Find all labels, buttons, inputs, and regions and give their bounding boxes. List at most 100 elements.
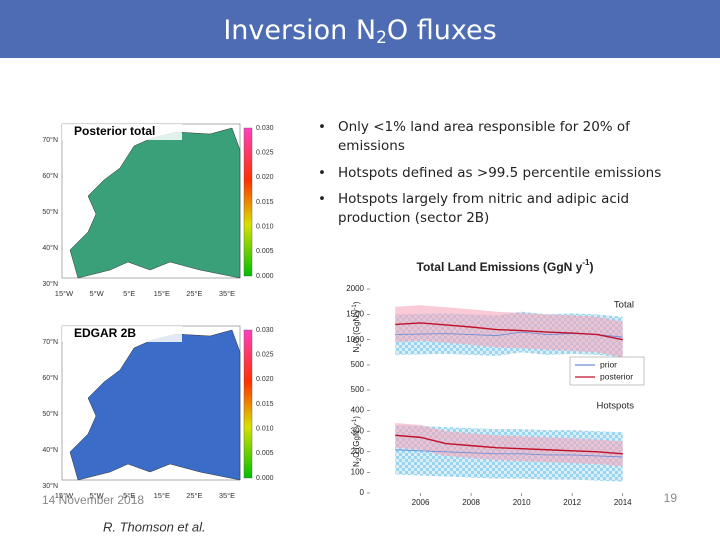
- series-line: [395, 449, 623, 458]
- x-tick-label: 2014: [614, 498, 632, 507]
- legend-label: prior: [600, 359, 617, 369]
- page-number: 19: [664, 491, 678, 505]
- latitude-label: 70°N: [42, 136, 58, 144]
- map-label: EDGAR 2B: [74, 326, 136, 340]
- chart-title-superscript: -1: [582, 258, 590, 267]
- chart-title-part: ): [589, 260, 593, 274]
- header-bar: [0, 0, 720, 58]
- title-subscript: 2: [376, 28, 387, 48]
- map-label: Posterior total: [74, 124, 155, 138]
- longitude-label: 5°E: [123, 289, 135, 298]
- series-line: [395, 434, 623, 455]
- y-axis-label-part: N: [352, 346, 361, 352]
- title-part: O fluxes: [387, 15, 497, 46]
- colorbar-tick-label: 0.010: [256, 426, 274, 433]
- colorbar-tick-label: 0.020: [256, 376, 274, 383]
- y-tick-label: 500: [351, 385, 365, 394]
- y-axis-label: N2O (GgN y-1): [352, 416, 363, 467]
- latitude-label: 50°N: [42, 208, 58, 216]
- map-panel: Posterior total 0.030 0.025 0.020 0.015 0.010…: [42, 123, 274, 298]
- uncertainty-band: [395, 422, 623, 467]
- y-axis-label-part: -1: [352, 304, 358, 310]
- y-tick-label: 1000: [346, 335, 364, 344]
- bullet-dot: •: [318, 119, 326, 135]
- y-tick-label: 0: [360, 488, 365, 497]
- y-tick-label: 2000: [346, 284, 364, 293]
- title-part: Inversion N: [223, 15, 376, 46]
- colorbar-tick-label: 0.025: [256, 352, 274, 359]
- longitude-label: 15°W: [55, 491, 74, 500]
- bullet: • Hotspots largely from nitric and adipic…: [318, 190, 688, 228]
- map-label-box: [62, 326, 182, 342]
- latitude-label: 60°N: [42, 172, 58, 180]
- colorbar-tick-label: 0.010: [256, 224, 274, 231]
- y-axis-label-part: 2: [357, 457, 363, 461]
- y-tick-label: 300: [351, 426, 365, 435]
- series-line: [395, 322, 623, 341]
- y-axis-label-part: 2: [357, 343, 363, 347]
- chart-title: Total Land Emissions (GgN y-1): [417, 258, 594, 274]
- legend-label: posterior: [600, 371, 633, 381]
- map-label-box: [62, 124, 182, 140]
- longitude-label: 15°E: [154, 491, 170, 500]
- latitude-label: 40°N: [42, 244, 58, 252]
- y-axis-label-part: ): [352, 301, 361, 304]
- y-tick-label: 1500: [346, 309, 364, 318]
- longitude-label: 35°E: [219, 289, 235, 298]
- map-panel: EDGAR 2B 0.030 0.025 0.020 0.015 0.010 0.005 0.…: [42, 325, 274, 500]
- colorbar: [243, 329, 253, 479]
- latitude-label: 30°N: [42, 280, 58, 288]
- y-tick-label: 400: [351, 406, 365, 415]
- longitude-label: 25°E: [186, 289, 202, 298]
- y-axis-label: N2O (GgN y-1): [352, 301, 363, 352]
- legend-box: [569, 356, 645, 386]
- panel-label: Total: [614, 300, 634, 311]
- colorbar-tick-label: 0.005: [256, 248, 274, 255]
- bullet-dot: •: [318, 191, 326, 207]
- x-tick-label: 2006: [412, 498, 430, 507]
- latitude-label: 50°N: [42, 410, 58, 418]
- y-axis-label-part: ): [352, 416, 361, 419]
- colorbar-tick-label: 0.020: [256, 174, 274, 181]
- longitude-label: 35°E: [219, 491, 235, 500]
- footer-date: 14 November 2018: [42, 493, 144, 507]
- bullet-text: Hotspots defined as >99.5 percentile emi…: [338, 165, 662, 181]
- panel-label: Hotspots: [597, 401, 635, 412]
- colorbar-tick-label: 0.015: [256, 401, 274, 408]
- latitude-label: 60°N: [42, 374, 58, 382]
- longitude-label: 5°E: [123, 491, 135, 500]
- y-tick-label: 200: [351, 447, 365, 456]
- longitude-label: 5°W: [89, 289, 104, 298]
- colorbar-tick-label: 0.025: [256, 150, 274, 157]
- y-axis-label-part: O (GgN y: [352, 310, 361, 344]
- colorbar-tick-label: 0.015: [256, 199, 274, 206]
- bullet-dot: •: [318, 165, 326, 181]
- colorbar: [243, 127, 253, 277]
- latitude-label: 30°N: [42, 482, 58, 490]
- longitude-label: 25°E: [186, 491, 202, 500]
- x-tick-label: 2010: [513, 498, 531, 507]
- y-tick-label: 500: [351, 360, 365, 369]
- latitude-label: 70°N: [42, 338, 58, 346]
- bullet: • Hotspots defined as >99.5 percentile em…: [318, 164, 688, 183]
- bullet: • Only <1% land area responsible for 20% …: [318, 118, 688, 156]
- footer-author: R. Thomson et al.: [103, 519, 206, 534]
- colorbar-tick-label: 0.030: [256, 327, 274, 334]
- map-land: [69, 127, 241, 279]
- y-axis-label-part: -1: [352, 418, 358, 424]
- longitude-label: 5°W: [89, 491, 104, 500]
- colorbar-tick-label: 0.005: [256, 450, 274, 457]
- longitude-label: 15°E: [154, 289, 170, 298]
- chart-title-part: Total Land Emissions (GgN y: [417, 260, 583, 274]
- y-axis-label-part: O (GgN y: [352, 424, 361, 458]
- uncertainty-band: [395, 305, 623, 358]
- colorbar-tick-label: 0.000: [256, 273, 274, 280]
- x-tick-label: 2012: [563, 498, 581, 507]
- bullet-text: Only <1% land area responsible for 20% o…: [338, 119, 630, 154]
- bullet-text: Hotspots largely from nitric and adipic …: [338, 191, 630, 226]
- colorbar-tick-label: 0.030: [256, 125, 274, 132]
- x-tick-label: 2008: [462, 498, 480, 507]
- y-tick-label: 100: [351, 468, 365, 477]
